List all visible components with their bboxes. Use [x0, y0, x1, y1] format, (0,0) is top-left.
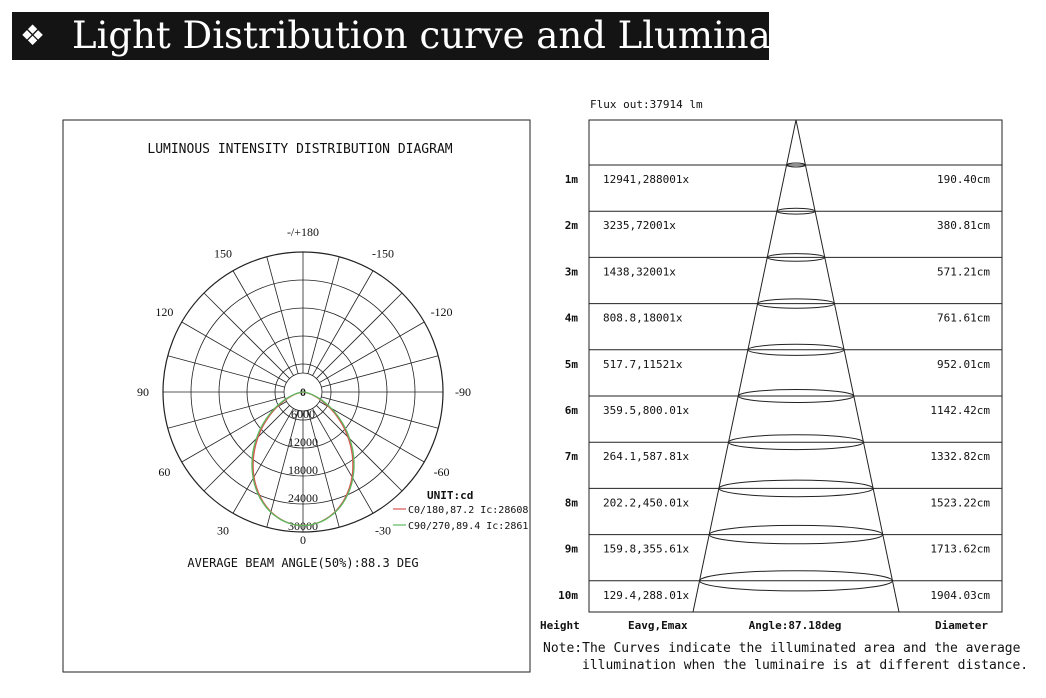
- polar-angle-label: 90: [137, 385, 149, 399]
- polar-spoke: [181, 321, 287, 383]
- illuminated-area-ellipse: [747, 343, 845, 356]
- polar-spoke: [316, 292, 403, 379]
- row-illuminance-value: 808.8,18001x: [603, 312, 683, 325]
- polar-spoke: [307, 256, 340, 374]
- polar-angle-label: -120: [431, 305, 453, 319]
- beam-angle-note: AVERAGE BEAM ANGLE(50%):88.3 DEG: [187, 556, 418, 570]
- row-illuminance-value: 3235,72001x: [603, 219, 676, 232]
- illuminated-area-ellipse: [699, 570, 893, 592]
- row-diameter-value: 1332.82cm: [930, 450, 990, 463]
- row-illuminance-value: 1438,32001x: [603, 265, 676, 278]
- row-height-label: 10m: [558, 589, 578, 602]
- row-diameter-value: 1904.03cm: [930, 589, 990, 602]
- polar-spoke: [321, 355, 439, 388]
- polar-diagram-frame: [62, 119, 531, 673]
- polar-spoke: [319, 401, 425, 463]
- illuminated-area-ellipse: [757, 298, 835, 309]
- legend-entry: C0/180,87.2 Ic:28608: [408, 505, 528, 516]
- row-illuminance-value: 159.8,355.61x: [603, 543, 689, 556]
- col-height-label: Height: [540, 619, 580, 632]
- polar-radial-tick: 6000: [291, 407, 315, 421]
- polar-angle-label: 60: [158, 465, 170, 479]
- row-illuminance-value: 264.1,587.81x: [603, 450, 689, 463]
- polar-spoke: [167, 355, 285, 388]
- polar-spoke: [316, 405, 403, 492]
- col-eavg-label: Eavg,Emax: [628, 619, 688, 632]
- row-height-label: 1m: [565, 173, 579, 186]
- polar-radial-tick: 18000: [288, 463, 318, 477]
- polar-angle-label: 150: [214, 246, 232, 260]
- polar-angle-label: -150: [372, 246, 394, 260]
- polar-angle-label: 30: [217, 524, 229, 538]
- flux-label: Flux out:37914 lm: [590, 98, 703, 111]
- row-diameter-value: 1142.42cm: [930, 404, 990, 417]
- row-diameter-value: 761.61cm: [937, 312, 990, 325]
- row-diameter-value: 952.01cm: [937, 358, 990, 371]
- polar-angle-label: -90: [455, 385, 471, 399]
- row-illuminance-value: 359.5,800.01x: [603, 404, 689, 417]
- row-diameter-value: 571.21cm: [937, 265, 990, 278]
- polar-spoke: [312, 270, 374, 376]
- polar-angle-label: -60: [434, 465, 450, 479]
- row-height-label: 2m: [565, 219, 579, 232]
- section-title: Light Distribution curve and Lluminance: [72, 14, 838, 57]
- note-line-2: illumination when the luminaire is at di…: [582, 658, 1028, 673]
- row-diameter-value: 380.81cm: [937, 219, 990, 232]
- row-height-label: 3m: [565, 265, 579, 278]
- polar-spoke: [203, 405, 290, 492]
- row-height-label: 5m: [565, 358, 579, 371]
- row-height-label: 8m: [565, 496, 579, 509]
- row-diameter-value: 1523.22cm: [930, 496, 990, 509]
- polar-spoke: [307, 410, 340, 528]
- polar-angle-label: 0: [300, 533, 306, 547]
- polar-spoke: [181, 401, 287, 463]
- cone-edge-left: [692, 119, 797, 613]
- polar-spoke: [232, 270, 294, 376]
- unit-label: UNIT:cd: [427, 489, 473, 502]
- polar-diagram: -/+180-150150-120120-9090-6060-303000600…: [137, 225, 528, 547]
- row-illuminance-value: 202.2,450.01x: [603, 496, 689, 509]
- row-height-label: 7m: [565, 450, 579, 463]
- illuminated-area-ellipse: [786, 162, 806, 168]
- polar-angle-label: -30: [375, 524, 391, 538]
- row-illuminance-value: 517.7,11521x: [603, 358, 683, 371]
- polar-spoke: [167, 396, 285, 429]
- illuminated-area-ellipse: [766, 253, 826, 262]
- illuminated-area-ellipse: [708, 524, 884, 545]
- polar-spoke: [266, 256, 299, 374]
- illuminated-area-ellipse: [737, 389, 855, 403]
- note-line-1: Note:The Curves indicate the illuminated…: [543, 641, 1021, 656]
- illuminated-area-ellipse: [728, 434, 864, 451]
- col-diameter-label: Diameter: [935, 619, 988, 632]
- row-height-label: 6m: [565, 404, 579, 417]
- row-illuminance-value: 129.4,288.01x: [603, 589, 689, 602]
- polar-spoke: [321, 396, 439, 429]
- polar-spoke: [319, 321, 425, 383]
- illuminated-area-ellipse: [718, 479, 874, 498]
- illuminated-area-ellipse: [776, 207, 816, 215]
- row-height-label: 4m: [565, 312, 579, 325]
- intensity-curve-c90-270: [251, 391, 355, 527]
- row-height-label: 9m: [565, 543, 579, 556]
- row-diameter-value: 190.40cm: [937, 173, 990, 186]
- section-header: ❖ Light Distribution curve and Lluminanc…: [12, 12, 837, 60]
- polar-radial-tick: 24000: [288, 491, 318, 505]
- col-angle-label: Angle:87.18deg: [749, 619, 842, 632]
- legend-entry: C90/270,89.4 Ic:2861: [408, 521, 528, 532]
- polar-title: LUMINOUS INTENSITY DISTRIBUTION DIAGRAM: [147, 142, 452, 157]
- cone-edge-right: [795, 119, 900, 613]
- polar-spoke: [266, 410, 299, 528]
- illuminance-table: 1m 12941,288001x 190.40cm 2m 3235,72001x 380.…: [558, 119, 1003, 613]
- polar-spoke: [232, 408, 294, 514]
- row-illuminance-value: 12941,288001x: [603, 173, 689, 186]
- polar-angle-label: 120: [155, 305, 173, 319]
- diamond-bullet-icon: ❖: [20, 19, 46, 52]
- polar-spoke: [312, 408, 374, 514]
- polar-angle-label: -/+180: [287, 225, 319, 239]
- polar-radial-tick: 12000: [288, 435, 318, 449]
- row-diameter-value: 1713.62cm: [930, 543, 990, 556]
- polar-spoke: [203, 292, 290, 379]
